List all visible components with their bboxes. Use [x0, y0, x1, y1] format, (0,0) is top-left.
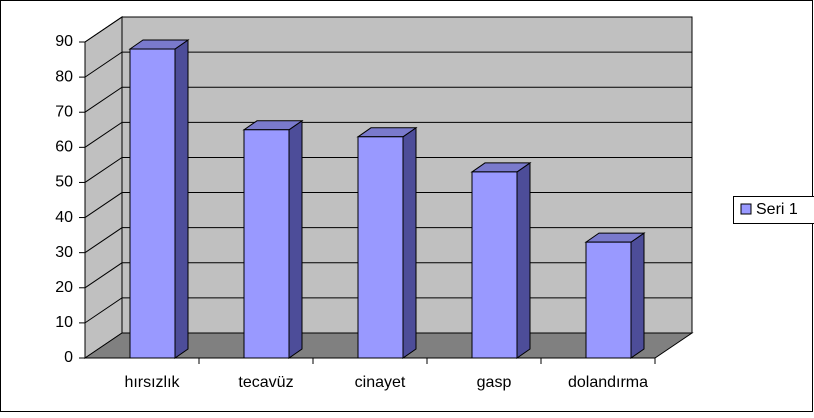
grid-line: [84, 51, 692, 78]
bar-side: [402, 126, 417, 359]
x-tick-label: cinayet: [355, 374, 406, 391]
legend-label: Seri 1: [756, 201, 798, 218]
y-tick-label: 30: [55, 244, 73, 261]
y-tick-label: 60: [55, 139, 73, 156]
bar: [585, 241, 632, 359]
bar: [357, 136, 404, 359]
y-tick-label: 90: [55, 33, 73, 50]
x-tick-label: gasp: [477, 374, 512, 391]
bar: [129, 48, 176, 359]
grid-line: [84, 16, 692, 43]
side-wall: [84, 16, 123, 359]
y-tick-label: 20: [55, 279, 73, 296]
y-tick-label: 0: [64, 349, 73, 366]
grid-line: [84, 121, 692, 148]
y-tick-label: 10: [55, 314, 73, 331]
x-tick-label: hırsızlık: [124, 374, 180, 391]
bar-side: [630, 232, 645, 359]
x-tick-label: dolandırma: [568, 374, 648, 391]
bar-side: [288, 119, 303, 359]
y-tick-label: 40: [55, 209, 73, 226]
y-tick-label: 80: [55, 68, 73, 85]
plot: [128, 39, 646, 359]
grid-line: [84, 156, 692, 183]
bar: [243, 129, 290, 359]
grid-line: [84, 86, 692, 113]
bar: [471, 171, 518, 359]
x-tick-label: tecavüz: [238, 374, 293, 391]
legend-swatch: [740, 203, 752, 215]
y-tick-label: 70: [55, 103, 73, 120]
y-tick-label: 50: [55, 174, 73, 191]
bar-side: [174, 39, 189, 359]
bar-side: [516, 161, 531, 359]
